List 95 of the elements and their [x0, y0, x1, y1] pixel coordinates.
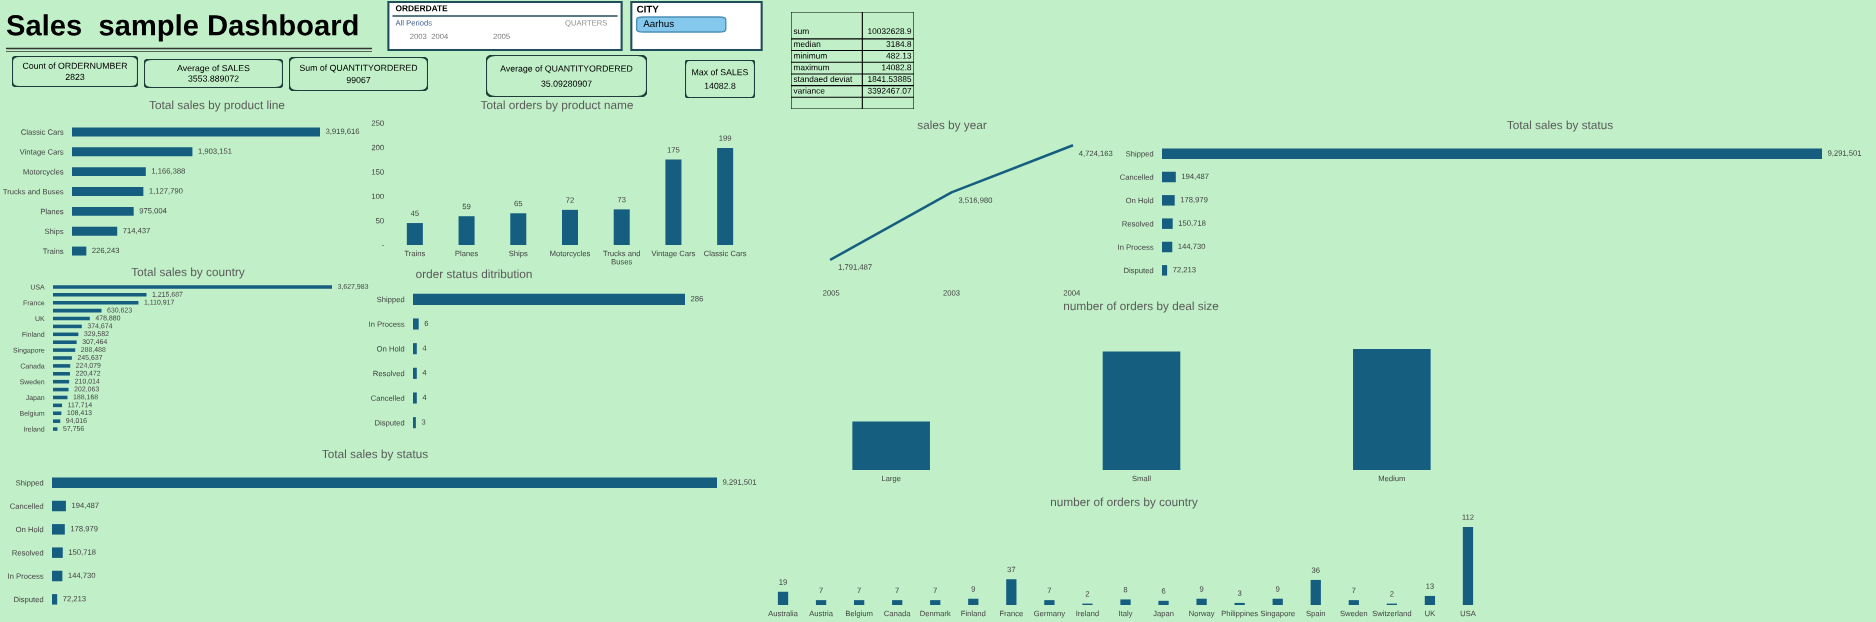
bar: [72, 127, 320, 137]
bar: [1196, 598, 1207, 605]
bar: [53, 372, 70, 376]
bar: [1234, 602, 1245, 605]
bar: [406, 223, 423, 245]
chart-title: sales by year: [917, 120, 987, 132]
bar: [1158, 600, 1169, 605]
category-label: median: [794, 40, 821, 47]
bar: [1120, 599, 1131, 605]
bar: [53, 356, 72, 360]
bar: [1310, 579, 1321, 605]
category-label: maximum: [794, 64, 830, 71]
text: CITY: [637, 5, 659, 13]
text: Average of SALES: [177, 64, 250, 73]
data-label: 3184.8: [886, 41, 912, 47]
bar: [1006, 579, 1017, 605]
bar: [53, 348, 76, 352]
bar: [968, 598, 979, 605]
bar: [52, 477, 717, 488]
bar: [72, 187, 144, 196]
bar: [53, 364, 71, 368]
bar: [1462, 527, 1474, 605]
bar: [53, 300, 139, 305]
bar: [510, 213, 527, 245]
bar: [72, 147, 193, 157]
bar: [53, 285, 332, 289]
text: ORDERDATE: [395, 5, 448, 12]
text: Count of ORDERNUMBER: [22, 62, 128, 69]
data-label: 482.13: [886, 52, 912, 59]
category-label: variance: [793, 87, 825, 94]
bar: [72, 246, 87, 256]
bar: [853, 600, 865, 605]
text: 99067: [346, 76, 371, 84]
chart-title: Total sales by status: [1507, 120, 1613, 132]
chart-title: Total orders by product name: [480, 100, 633, 112]
bar: [52, 547, 63, 558]
data-label: 14082.8: [882, 64, 912, 71]
bar: [413, 293, 685, 305]
bar: [53, 293, 147, 297]
bar: [413, 392, 417, 404]
bar: [665, 159, 682, 245]
bar: [1348, 600, 1359, 605]
data-label: 3392467.07: [867, 87, 912, 94]
bar: [777, 591, 789, 605]
bar: [53, 411, 62, 416]
bar: [413, 343, 417, 355]
bar: [892, 600, 903, 605]
bar: [413, 318, 419, 330]
bar: [52, 594, 58, 605]
bar: [561, 209, 579, 245]
text: Average of QUANTITYORDERED: [500, 65, 633, 74]
category-label: sum: [793, 29, 809, 35]
data-label: 10032628.9: [868, 28, 912, 35]
bar: [52, 570, 63, 582]
bar: [72, 167, 146, 177]
chart-title: Total sales by product line: [149, 100, 285, 112]
bar: [1162, 195, 1175, 206]
bar: [1162, 171, 1176, 183]
text: 3553.889072: [188, 75, 239, 82]
bar: [52, 500, 66, 512]
chart-title: Total sales by country: [131, 267, 245, 279]
data-label: 1841.53885: [868, 76, 912, 83]
text: Aarhus: [643, 19, 674, 28]
bar: [1162, 218, 1173, 229]
bar: [1272, 598, 1283, 605]
bar: [1044, 600, 1055, 605]
bar: [1162, 241, 1173, 253]
bar: [1162, 148, 1822, 159]
text: 14082.8: [704, 82, 736, 89]
bar: [815, 600, 827, 605]
text: 2823: [65, 73, 85, 81]
bar: [72, 206, 134, 216]
text: 35.09280907: [541, 80, 592, 87]
bar: [717, 147, 734, 245]
bar: [458, 216, 475, 245]
bar: [1162, 265, 1168, 276]
bar: [53, 419, 61, 423]
bar: [53, 427, 58, 431]
text: Max of SALES: [692, 68, 749, 76]
bar: [72, 226, 118, 236]
chart-title: order status ditribution: [416, 269, 532, 279]
bar: [53, 340, 77, 344]
bar: [930, 600, 941, 605]
chart-title: number of orders by deal size: [1064, 301, 1219, 313]
chart-title: Total sales by status: [322, 449, 428, 461]
bar: [413, 367, 417, 379]
category-label: minimum: [794, 52, 827, 59]
text: Sum of QUANTITYORDERED: [299, 64, 418, 73]
bar: [413, 417, 416, 429]
category-label: standaed deviat: [793, 75, 853, 83]
chart-title: number of orders by country: [1050, 497, 1198, 509]
bar: [613, 209, 630, 245]
text: Sales sample Dashboard: [6, 14, 358, 42]
bar: [1424, 595, 1436, 605]
bar: [52, 524, 65, 535]
